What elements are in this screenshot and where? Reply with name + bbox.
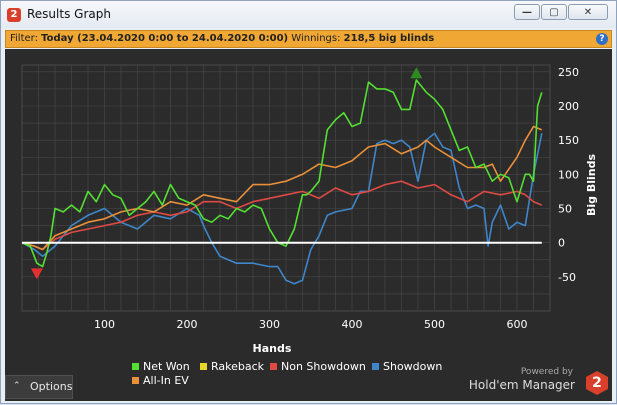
winnings-label: Winnings:	[291, 33, 341, 44]
y-tick-label: 100	[558, 168, 579, 181]
app-logo-icon: 2	[7, 8, 21, 22]
chevron-up-icon: ⌃	[13, 381, 21, 391]
legend-label: Showdown	[383, 360, 442, 373]
y-tick-label: 150	[558, 134, 579, 147]
x-tick-label: 500	[424, 318, 445, 331]
help-icon[interactable]: ?	[596, 33, 608, 45]
title-bar[interactable]: 2 Results Graph — ▢ ✕	[1, 1, 616, 28]
results-chart: 100 200 300 400 500 600 -50 0 50 100 150 200 250 Han…	[21, 64, 598, 387]
minimize-button[interactable]: —	[514, 4, 540, 20]
filter-bar: Filter: Today (23.04.2020 0:00 to 24.04.…	[5, 30, 612, 48]
chart-series	[21, 79, 543, 285]
winnings-value: 218,5 big blinds	[343, 33, 435, 44]
legend-label: Net Won	[143, 360, 190, 373]
x-tick-label: 200	[177, 318, 198, 331]
chart-legend: Net Won Rakeback Non Showdown Showdown All-I…	[132, 360, 442, 387]
filter-range: Today (23.04.2020 0:00 to 24.04.2020 0:0…	[41, 33, 289, 44]
min-marker	[30, 268, 43, 280]
y-tick-label: 0	[558, 237, 565, 250]
powered-by-label: Powered by	[520, 367, 573, 377]
y-tick-label: 50	[558, 203, 572, 216]
filter-label: Filter:	[10, 33, 38, 44]
legend-label: Rakeback	[211, 360, 265, 373]
window-title: Results Graph	[27, 7, 111, 21]
series-line-net-won	[21, 79, 543, 268]
y-tick-label: -50	[558, 271, 576, 284]
series-line-showdown	[21, 132, 543, 285]
restore-button[interactable]: ▢	[541, 4, 567, 20]
legend-label: All-In EV	[143, 374, 189, 387]
legend-swatch	[372, 363, 379, 370]
x-tick-label: 400	[342, 318, 363, 331]
options-label: Options	[30, 380, 73, 393]
legend-swatch	[200, 363, 207, 370]
close-button[interactable]: ✕	[568, 4, 608, 20]
series-line-non-showdown	[21, 180, 543, 251]
brand-label: Hold'em Manager	[468, 378, 575, 392]
graph-panel: 100 200 300 400 500 600 -50 0 50 100 150 200 250 Han…	[5, 49, 612, 401]
x-tick-label: 600	[507, 318, 528, 331]
legend-label: Non Showdown	[281, 360, 366, 373]
series-line-all-in-ev	[21, 125, 543, 251]
chart-ticks: 100 200 300 400 500 600 -50 0 50 100 150 200 250	[94, 66, 579, 331]
holdem-manager-logo-icon: 2	[586, 371, 608, 395]
x-axis-label: Hands	[253, 342, 292, 355]
x-tick-label: 300	[259, 318, 280, 331]
y-tick-label: 250	[558, 66, 579, 79]
chart-markers	[30, 67, 423, 280]
y-axis-label: Big Blinds	[585, 154, 598, 216]
x-tick-label: 100	[94, 318, 115, 331]
y-tick-label: 200	[558, 100, 579, 113]
max-marker	[410, 67, 423, 79]
legend-swatch	[132, 363, 139, 370]
chart-grid	[21, 64, 551, 312]
legend-swatch	[132, 377, 139, 384]
options-button[interactable]: ⌃ Options	[5, 375, 73, 399]
legend-swatch	[270, 363, 277, 370]
